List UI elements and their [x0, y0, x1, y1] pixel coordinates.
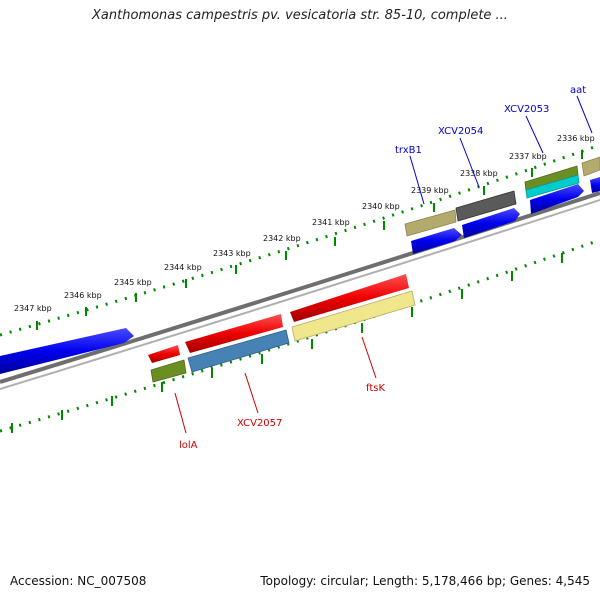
- gene-XCV2057-steelblue[interactable]: [187, 329, 290, 373]
- inner-scale-major-ticks: [11, 253, 563, 433]
- kbp-label-2337: 2337 kbp: [509, 152, 547, 161]
- gene-trxB1-blue[interactable]: [411, 228, 462, 254]
- outer-scale-major-ticks: [36, 150, 583, 330]
- kbp-label-2338: 2338 kbp: [460, 169, 498, 178]
- gene-lolA-olive[interactable]: [150, 359, 187, 383]
- map-title: Xanthomonas campestris pv. vesicatoria s…: [92, 8, 508, 23]
- gene-label-XCV2057[interactable]: XCV2057: [237, 418, 282, 429]
- kbp-label-2336: 2336 kbp: [557, 134, 595, 143]
- backbone-inner: [0, 199, 600, 390]
- gene-ftsK-red[interactable]: [290, 274, 409, 322]
- gene-label-lolA[interactable]: lolA: [179, 440, 198, 451]
- kbp-label-2345: 2345 kbp: [114, 278, 152, 287]
- kbp-label-2344: 2344 kbp: [164, 263, 202, 272]
- gene-XCV2054-grey[interactable]: [455, 190, 517, 222]
- outer-scale-ruler: [0, 143, 600, 337]
- gene-forward-left-blue[interactable]: [0, 328, 134, 374]
- gene-aat-blue[interactable]: [530, 184, 584, 214]
- gene-lolA-red[interactable]: [148, 345, 180, 363]
- bottom-gene-leaders: [174, 336, 377, 434]
- gene-XCV2053-cyan[interactable]: [525, 174, 580, 199]
- gene-label-XCV2054[interactable]: XCV2054: [438, 126, 483, 137]
- top-gene-leaders: [409, 95, 593, 205]
- kbp-label-2339: 2339 kbp: [411, 186, 449, 195]
- gene-edge-khaki[interactable]: [581, 156, 600, 177]
- kbp-label-2341: 2341 kbp: [312, 218, 350, 227]
- gene-trxB1-khaki[interactable]: [404, 209, 457, 237]
- gene-edge-blue[interactable]: [590, 177, 600, 193]
- accession-text: Accession: NC_007508: [10, 574, 147, 588]
- gene-label-trxB1[interactable]: trxB1: [395, 145, 422, 156]
- kbp-label-2347: 2347 kbp: [14, 304, 52, 313]
- kbp-label-2346: 2346 kbp: [64, 291, 102, 300]
- gene-label-XCV2053[interactable]: XCV2053: [504, 104, 549, 115]
- gene-label-ftsK[interactable]: ftsK: [366, 383, 385, 394]
- inner-scale-ruler: [0, 238, 600, 433]
- gene-ftsK-paleyellow[interactable]: [291, 290, 416, 342]
- kbp-label-2343: 2343 kbp: [213, 249, 251, 258]
- kbp-label-2340: 2340 kbp: [362, 202, 400, 211]
- gene-XCV2054-blue[interactable]: [462, 208, 520, 238]
- kbp-label-2342: 2342 kbp: [263, 234, 301, 243]
- gene-label-aat[interactable]: aat: [570, 85, 586, 96]
- summary-text: Topology: circular; Length: 5,178,466 bp…: [260, 574, 590, 588]
- gene-XCV2057-red[interactable]: [185, 314, 283, 353]
